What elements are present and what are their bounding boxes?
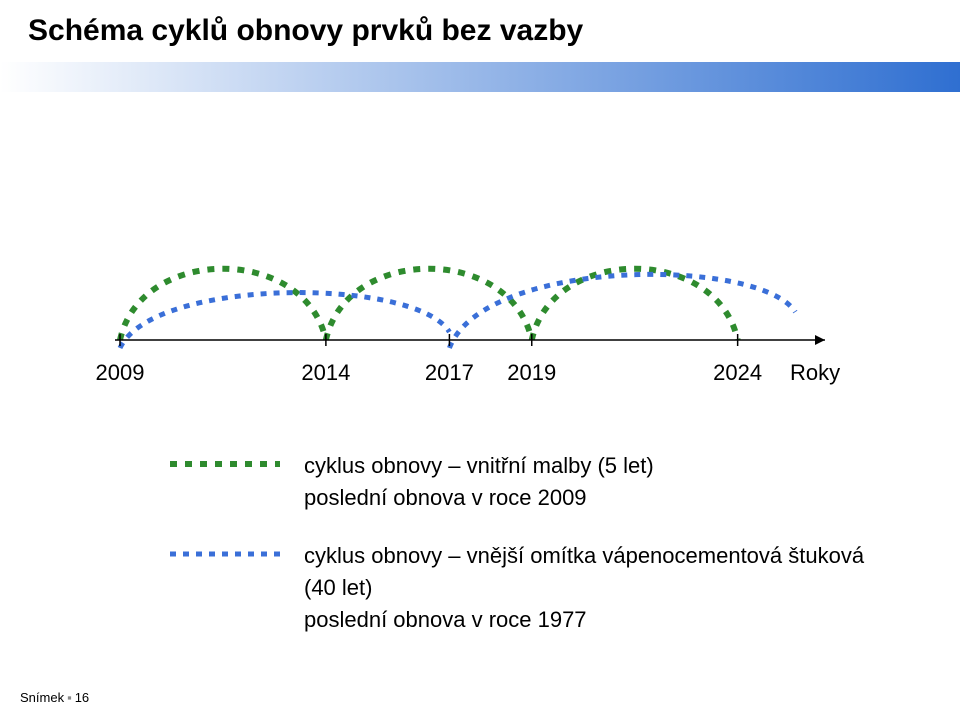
- axis-tick-label: 2019: [507, 360, 556, 386]
- cycle-diagram: [100, 170, 840, 380]
- legend-line2: poslední obnova v roce 1977: [304, 604, 870, 636]
- axis-tick-label: 2014: [301, 360, 350, 386]
- axis-tick-label: 2024: [713, 360, 762, 386]
- legend-swatch: [170, 454, 280, 474]
- axis-title: Roky: [790, 360, 840, 386]
- legend-swatch: [170, 544, 280, 564]
- legend-text: cyklus obnovy – vnitřní malby (5 let)pos…: [304, 450, 654, 514]
- title-gradient-bar: [0, 62, 960, 92]
- legend-line1: cyklus obnovy – vnitřní malby (5 let): [304, 450, 654, 482]
- slide-number: Snímek▪16: [20, 690, 89, 705]
- legend: cyklus obnovy – vnitřní malby (5 let)pos…: [170, 450, 870, 661]
- footer-label: Snímek: [20, 690, 64, 705]
- footer-number: 16: [75, 690, 89, 705]
- legend-item: cyklus obnovy – vnější omítka vápenoceme…: [170, 540, 870, 636]
- axis-labels: 20092014201720192024Roky: [100, 360, 840, 390]
- legend-item: cyklus obnovy – vnitřní malby (5 let)pos…: [170, 450, 870, 514]
- legend-line2: poslední obnova v roce 2009: [304, 482, 654, 514]
- axis-tick-label: 2009: [96, 360, 145, 386]
- legend-text: cyklus obnovy – vnější omítka vápenoceme…: [304, 540, 870, 636]
- footer-bullet: ▪: [67, 690, 72, 705]
- page-title: Schéma cyklů obnovy prvků bez vazby: [28, 14, 583, 48]
- axis-tick-label: 2017: [425, 360, 474, 386]
- legend-line1: cyklus obnovy – vnější omítka vápenoceme…: [304, 540, 870, 604]
